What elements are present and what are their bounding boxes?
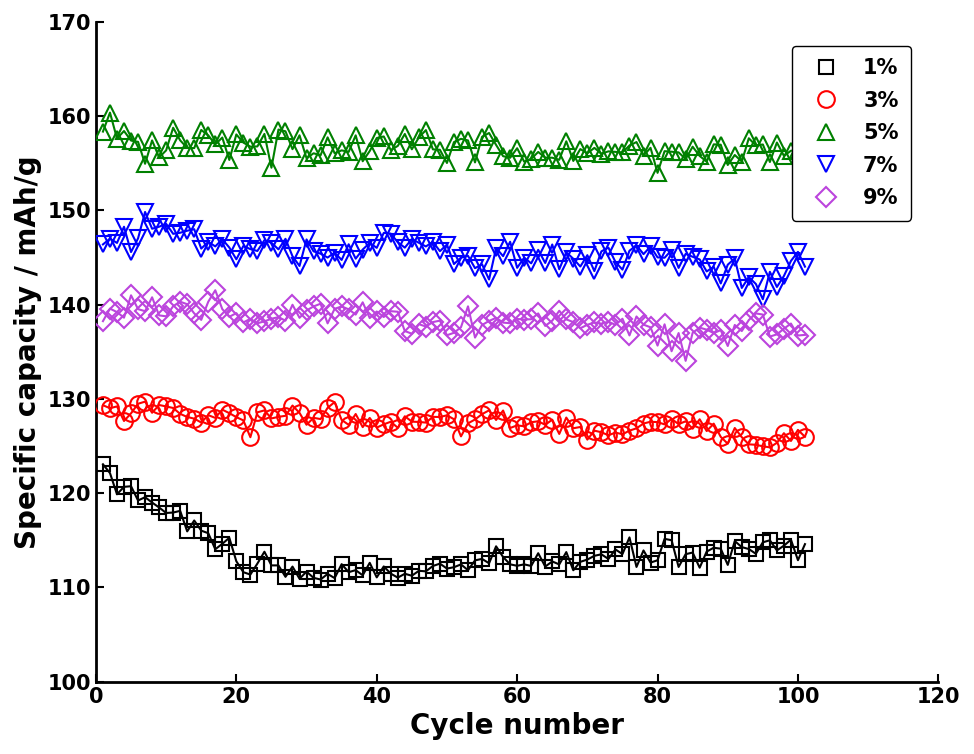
1% — [630, 562, 642, 572]
3% — [280, 411, 291, 420]
Line: 5%: 5% — [94, 104, 813, 181]
Line: 1%: 1% — [96, 458, 812, 587]
7% — [595, 247, 607, 256]
7% — [427, 238, 438, 247]
1% — [799, 540, 810, 549]
3% — [630, 424, 642, 433]
7% — [139, 207, 151, 216]
3% — [153, 400, 165, 409]
5% — [97, 127, 109, 136]
5% — [153, 153, 165, 162]
7% — [97, 240, 109, 249]
5% — [799, 146, 810, 155]
7% — [153, 222, 165, 231]
3% — [799, 432, 810, 441]
Line: 3%: 3% — [94, 394, 813, 455]
1% — [146, 498, 158, 507]
7% — [799, 262, 810, 271]
9% — [427, 317, 438, 326]
9% — [280, 316, 291, 325]
7% — [630, 241, 642, 250]
Line: 7%: 7% — [94, 204, 813, 308]
1% — [427, 562, 438, 571]
5% — [427, 145, 438, 154]
5% — [595, 149, 607, 158]
7% — [757, 295, 768, 304]
9% — [799, 330, 810, 339]
9% — [97, 317, 109, 326]
Y-axis label: Specific capacity / mAh/g: Specific capacity / mAh/g — [14, 155, 42, 549]
1% — [595, 550, 607, 559]
1% — [97, 460, 109, 469]
9% — [595, 319, 607, 328]
5% — [280, 127, 291, 136]
5% — [525, 155, 537, 164]
1% — [273, 561, 284, 570]
Legend: 1%, 3%, 5%, 7%, 9%: 1%, 3%, 5%, 7%, 9% — [792, 45, 911, 220]
7% — [280, 234, 291, 244]
3% — [97, 400, 109, 409]
5% — [652, 168, 663, 177]
9% — [209, 286, 221, 295]
9% — [680, 357, 692, 366]
9% — [630, 312, 642, 321]
3% — [139, 397, 151, 406]
5% — [104, 108, 116, 117]
7% — [525, 259, 537, 268]
X-axis label: Cycle number: Cycle number — [410, 712, 624, 740]
1% — [315, 575, 326, 584]
Line: 9%: 9% — [96, 284, 812, 368]
1% — [525, 562, 537, 571]
3% — [764, 443, 775, 452]
5% — [630, 137, 642, 146]
3% — [525, 418, 537, 427]
3% — [427, 412, 438, 421]
3% — [595, 428, 607, 437]
9% — [525, 314, 537, 323]
9% — [146, 293, 158, 302]
